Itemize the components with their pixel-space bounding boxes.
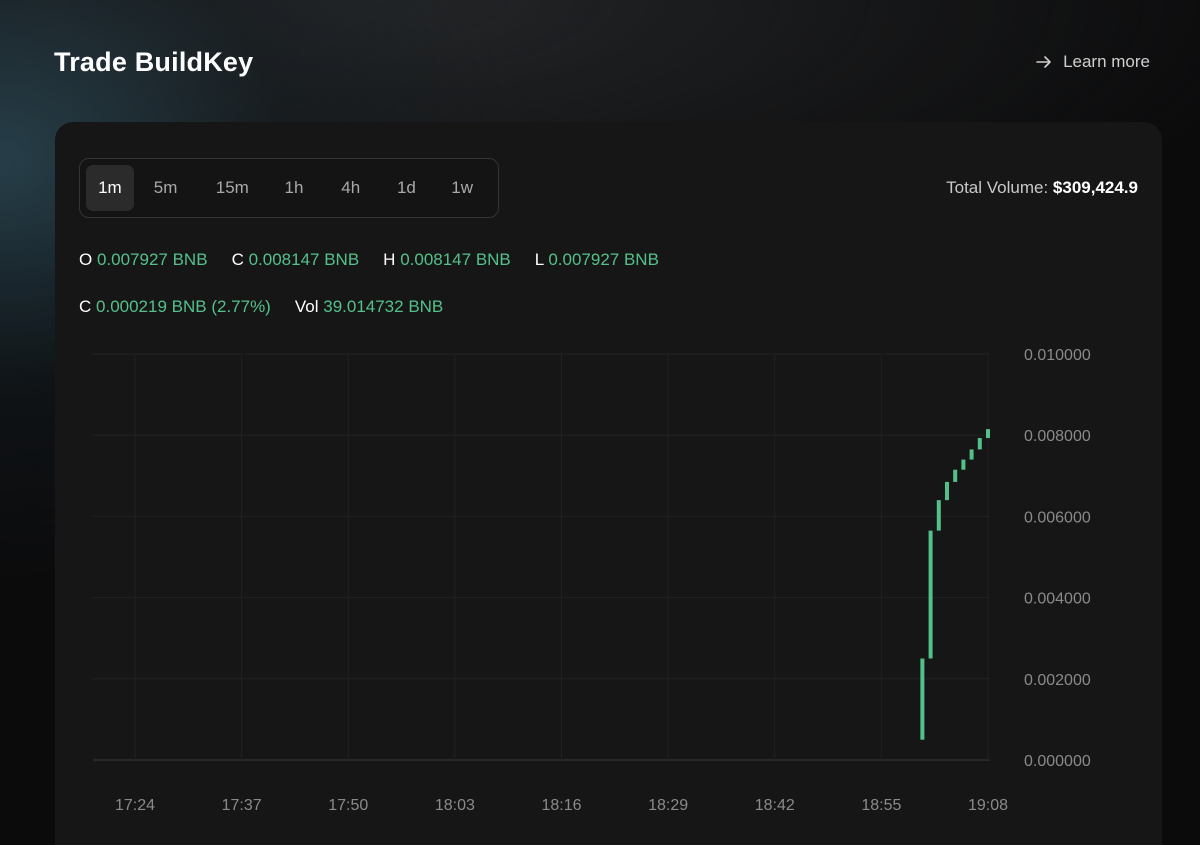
ohlc-high-label: H bbox=[383, 250, 396, 269]
total-volume-value: $309,424.9 bbox=[1052, 178, 1138, 197]
x-tick-label: 18:03 bbox=[435, 797, 475, 814]
ohlc-change: C 0.000219 BNB (2.77%) bbox=[79, 297, 271, 317]
ohlc-volume-label: Vol bbox=[294, 297, 319, 316]
y-tick-label: 0.004000 bbox=[1024, 591, 1091, 608]
x-tick-label: 17:37 bbox=[222, 797, 262, 814]
trade-chart-card: 1m 5m 15m 1h 4h 1d 1w Total Volume: $309… bbox=[55, 122, 1162, 845]
x-tick-label: 18:29 bbox=[648, 797, 688, 814]
candle bbox=[953, 469, 958, 482]
arrow-right-icon bbox=[1036, 56, 1051, 68]
y-tick-label: 0.008000 bbox=[1024, 428, 1091, 445]
x-tick-label: 19:08 bbox=[968, 797, 1008, 814]
ohlc-low-label: L bbox=[534, 250, 544, 269]
ohlc-low-value: 0.007927 BNB bbox=[548, 250, 659, 269]
candle bbox=[961, 459, 966, 470]
total-volume: Total Volume: $309,424.9 bbox=[946, 178, 1138, 198]
ohlc-close: C 0.008147 BNB bbox=[232, 250, 360, 270]
x-tick-label: 17:50 bbox=[328, 797, 368, 814]
price-chart[interactable]: 0.010000 0.008000 0.006000 0.004000 0.002000… bbox=[55, 122, 1162, 845]
timeframe-1m-button[interactable]: 1m bbox=[86, 165, 134, 211]
ohlc-volume-value: 39.014732 BNB bbox=[323, 297, 444, 316]
timeframe-5m-button[interactable]: 5m bbox=[153, 178, 178, 197]
timeframe-1h-button[interactable]: 1h bbox=[284, 178, 304, 197]
change-volume-row: C 0.000219 BNB (2.77%) Vol 39.014732 BNB bbox=[79, 297, 443, 317]
ohlc-open-value: 0.007927 BNB bbox=[96, 250, 208, 269]
candle bbox=[928, 530, 933, 659]
timeframe-4h-button[interactable]: 4h bbox=[341, 178, 361, 197]
ohlc-volume: Vol 39.014732 BNB bbox=[295, 297, 443, 317]
ohlc-high: H 0.008147 BNB bbox=[383, 250, 511, 270]
ohlc-open-label: O bbox=[79, 250, 93, 269]
candle bbox=[977, 438, 982, 450]
candle bbox=[920, 658, 925, 740]
timeframe-15m-button[interactable]: 15m bbox=[215, 178, 249, 197]
ohlc-open: O 0.007927 BNB bbox=[79, 250, 208, 270]
ohlc-close-value: 0.008147 BNB bbox=[248, 250, 360, 269]
learn-more-label: Learn more bbox=[1063, 52, 1150, 71]
ohlc-close-label: C bbox=[231, 250, 244, 269]
ohlc-low: L 0.007927 BNB bbox=[535, 250, 659, 270]
candle bbox=[969, 449, 974, 460]
ohlc-change-value: 0.000219 BNB (2.77%) bbox=[96, 297, 271, 316]
x-tick-label: 18:16 bbox=[541, 797, 581, 814]
timeframe-1d-button[interactable]: 1d bbox=[396, 178, 416, 197]
page-title: Trade BuildKey bbox=[54, 47, 254, 77]
ohlc-change-label: C bbox=[79, 297, 92, 316]
y-tick-label: 0.006000 bbox=[1024, 509, 1091, 526]
x-tick-label: 18:55 bbox=[861, 797, 901, 814]
candle bbox=[944, 481, 949, 501]
x-tick-label: 18:42 bbox=[755, 797, 795, 814]
learn-more-link[interactable]: Learn more bbox=[1035, 52, 1150, 72]
candle bbox=[936, 500, 941, 531]
timeframe-1w-button[interactable]: 1w bbox=[451, 178, 474, 197]
y-tick-label: 0.010000 bbox=[1024, 347, 1091, 364]
candle bbox=[986, 429, 990, 439]
total-volume-label: Total Volume: bbox=[946, 178, 1049, 197]
timeframe-selector: 1m 5m 15m 1h 4h 1d 1w bbox=[79, 158, 499, 218]
ohlc-high-value: 0.008147 BNB bbox=[400, 250, 511, 269]
x-tick-label: 17:24 bbox=[115, 797, 155, 814]
y-tick-label: 0.000000 bbox=[1024, 753, 1091, 770]
ohlc-row: O 0.007927 BNB C 0.008147 BNB H 0.008147… bbox=[79, 250, 659, 270]
y-tick-label: 0.002000 bbox=[1024, 672, 1091, 689]
